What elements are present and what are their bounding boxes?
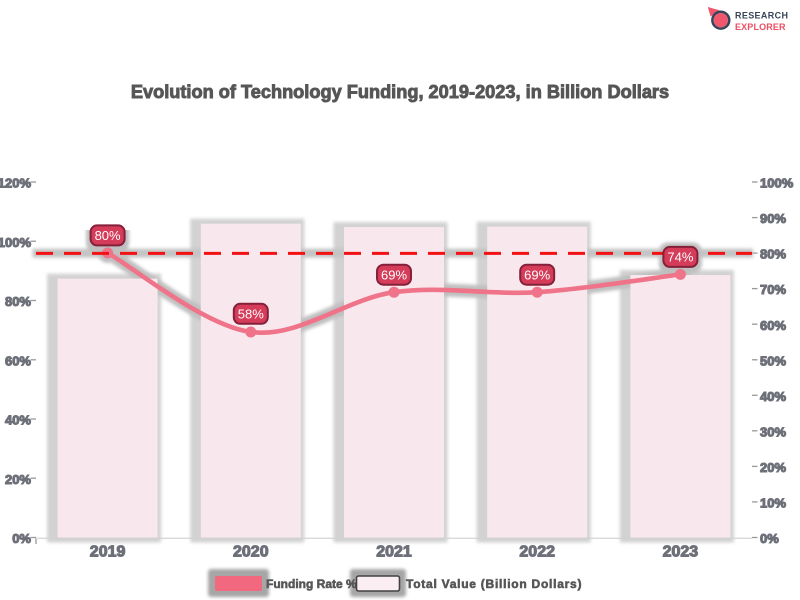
svg-text:120%: 120%: [0, 176, 31, 191]
svg-text:2019: 2019: [90, 544, 126, 561]
svg-text:80%: 80%: [95, 228, 121, 243]
svg-text:0%: 0%: [12, 531, 31, 546]
svg-text:Evolution of Technology Fundin: Evolution of Technology Funding, 2019-20…: [131, 82, 669, 102]
svg-text:2022: 2022: [519, 544, 555, 561]
svg-text:0%: 0%: [760, 531, 779, 546]
svg-text:80%: 80%: [760, 247, 786, 262]
svg-text:40%: 40%: [5, 413, 31, 428]
svg-text:60%: 60%: [760, 318, 786, 333]
svg-text:EXPLORER: EXPLORER: [735, 22, 786, 32]
svg-text:100%: 100%: [0, 235, 31, 250]
svg-text:70%: 70%: [760, 282, 786, 297]
svg-text:2021: 2021: [376, 544, 412, 561]
svg-text:2020: 2020: [233, 544, 269, 561]
svg-text:74%: 74%: [667, 250, 693, 265]
svg-text:2023: 2023: [663, 544, 699, 561]
svg-text:100%: 100%: [760, 176, 794, 191]
svg-text:60%: 60%: [5, 353, 31, 368]
svg-text:30%: 30%: [760, 424, 786, 439]
svg-text:10%: 10%: [760, 496, 786, 511]
svg-text:20%: 20%: [5, 472, 31, 487]
svg-text:Total Value (Billion Dollars): Total Value (Billion Dollars): [406, 577, 582, 591]
svg-text:20%: 20%: [760, 460, 786, 475]
svg-text:40%: 40%: [760, 389, 786, 404]
svg-text:58%: 58%: [238, 307, 264, 322]
svg-text:69%: 69%: [381, 267, 407, 282]
svg-text:80%: 80%: [5, 294, 31, 309]
svg-text:69%: 69%: [524, 267, 550, 282]
svg-text:50%: 50%: [760, 353, 786, 368]
svg-text:90%: 90%: [760, 211, 786, 226]
svg-text:Funding Rate %: Funding Rate %: [266, 577, 357, 591]
svg-text:RESEARCH: RESEARCH: [735, 11, 788, 21]
